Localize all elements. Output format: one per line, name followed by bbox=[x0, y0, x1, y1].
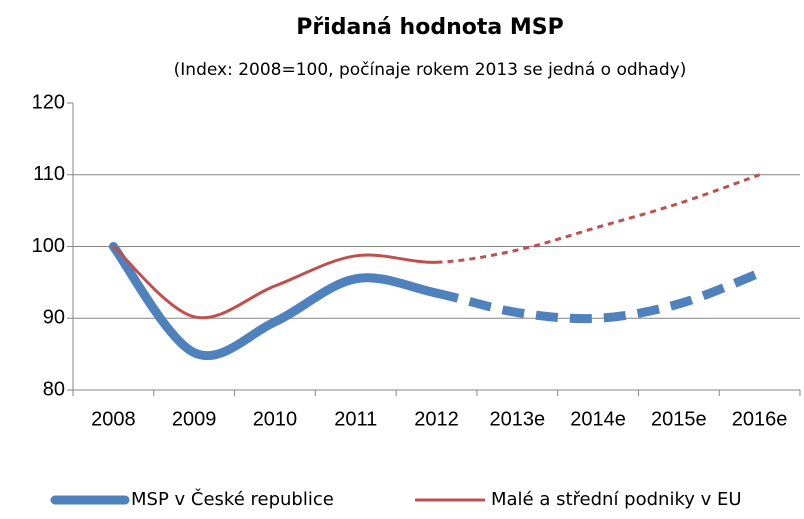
series-line-estimate bbox=[436, 173, 761, 264]
x-tick-label: 2010 bbox=[253, 408, 298, 430]
series-line bbox=[111, 245, 438, 320]
x-tick-label: 2014e bbox=[570, 408, 626, 430]
series-line-estimate bbox=[435, 268, 762, 324]
x-tick-label: 2013e bbox=[489, 408, 545, 430]
x-tick-label: 2012 bbox=[414, 408, 459, 430]
chart-subtitle: (Index: 2008=100, počínaje rokem 2013 se… bbox=[174, 60, 687, 80]
series-line bbox=[108, 242, 441, 361]
y-tick-label: 110 bbox=[33, 163, 65, 185]
chart-title: Přidaná hodnota MSP bbox=[296, 15, 563, 40]
x-tick-label: 2011 bbox=[334, 408, 377, 430]
x-tick-label: 2015e bbox=[651, 408, 707, 430]
legend-label: Malé a střední podniky v EU bbox=[491, 489, 742, 510]
x-tick-label: 2016e bbox=[732, 408, 788, 430]
y-tick-label: 80 bbox=[43, 378, 65, 400]
y-tick-label: 120 bbox=[32, 91, 65, 113]
y-tick-label: 90 bbox=[43, 307, 65, 329]
x-tick-label: 2008 bbox=[91, 408, 136, 430]
y-tick-label: 100 bbox=[32, 235, 65, 257]
x-tick-label: 2009 bbox=[172, 408, 217, 430]
legend-label: MSP v České republice bbox=[131, 488, 334, 510]
